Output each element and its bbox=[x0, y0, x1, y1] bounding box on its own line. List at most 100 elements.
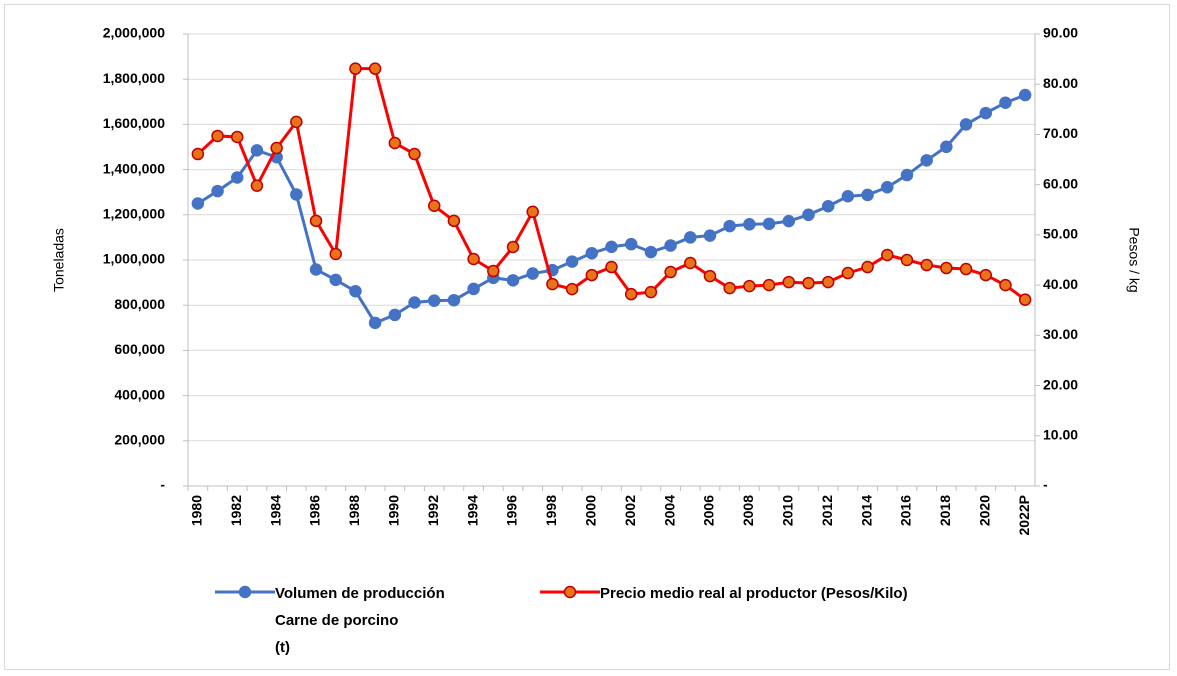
marker bbox=[565, 282, 579, 296]
marker bbox=[900, 253, 914, 267]
marker bbox=[349, 284, 362, 298]
marker bbox=[309, 214, 323, 228]
marker bbox=[900, 168, 914, 182]
marker bbox=[506, 240, 520, 254]
marker bbox=[684, 256, 697, 270]
y2-axis-label: Pesos / kg bbox=[1126, 227, 1142, 292]
y2-tick-label: 70.00 bbox=[1043, 125, 1078, 141]
marker bbox=[841, 266, 855, 280]
marker bbox=[487, 264, 500, 278]
marker bbox=[940, 140, 953, 154]
marker bbox=[565, 255, 579, 268]
y-tick-label: 1,600,000 bbox=[103, 115, 165, 131]
marker bbox=[782, 275, 796, 289]
marker bbox=[506, 274, 520, 287]
marker bbox=[723, 281, 736, 295]
marker bbox=[290, 188, 303, 201]
marker bbox=[388, 308, 402, 322]
marker bbox=[802, 208, 815, 222]
marker bbox=[329, 247, 342, 261]
marker bbox=[349, 62, 362, 75]
y-tick-label: 1,400,000 bbox=[103, 160, 165, 176]
y2-tick-label: 10.00 bbox=[1043, 426, 1078, 442]
marker bbox=[427, 199, 441, 213]
x-tick-label: 1998 bbox=[543, 495, 559, 526]
marker bbox=[290, 115, 303, 129]
marker bbox=[959, 262, 973, 276]
marker bbox=[762, 278, 776, 292]
marker bbox=[270, 141, 283, 155]
x-tick-label: 2018 bbox=[937, 495, 953, 526]
marker bbox=[644, 285, 658, 299]
marker bbox=[368, 62, 382, 75]
x-tick-label: 1984 bbox=[267, 495, 283, 526]
marker bbox=[191, 197, 205, 210]
marker bbox=[250, 144, 264, 157]
marker bbox=[861, 260, 874, 274]
marker bbox=[230, 130, 244, 144]
y2-tick-label: 50.00 bbox=[1043, 226, 1078, 242]
marker bbox=[762, 217, 776, 231]
marker bbox=[743, 279, 756, 293]
x-tick-label: 1988 bbox=[346, 495, 362, 526]
marker bbox=[1018, 293, 1032, 306]
marker bbox=[920, 258, 933, 272]
y2-tick-label: 20.00 bbox=[1043, 376, 1078, 392]
y-tick-label: 800,000 bbox=[114, 296, 165, 312]
chart-border bbox=[4, 4, 1170, 670]
marker bbox=[1018, 88, 1032, 102]
y-tick-label: 2,000,000 bbox=[103, 25, 165, 41]
x-tick-label: 2020 bbox=[976, 495, 992, 526]
legend-label: Precio medio real al productor (Pesos/Ki… bbox=[600, 585, 908, 602]
marker bbox=[605, 240, 618, 254]
marker bbox=[881, 248, 894, 262]
x-tick-label: 2006 bbox=[701, 495, 717, 526]
marker bbox=[526, 267, 539, 280]
marker bbox=[211, 129, 224, 143]
marker bbox=[644, 245, 658, 259]
marker bbox=[230, 171, 244, 184]
x-tick-label: 2012 bbox=[819, 495, 835, 526]
marker bbox=[684, 231, 697, 244]
legend-swatch bbox=[215, 585, 275, 599]
marker bbox=[408, 296, 421, 309]
marker bbox=[782, 214, 796, 228]
y-tick-label: 1,000,000 bbox=[103, 251, 165, 267]
x-tick-label: 2002 bbox=[622, 495, 638, 526]
y-tick-label: 1,800,000 bbox=[103, 70, 165, 86]
marker bbox=[624, 287, 638, 301]
marker bbox=[723, 219, 736, 233]
x-tick-label: 2016 bbox=[898, 495, 914, 526]
y-tick-label: 1,200,000 bbox=[103, 206, 165, 222]
marker bbox=[309, 263, 323, 276]
marker bbox=[703, 269, 717, 283]
marker bbox=[979, 268, 993, 282]
x-tick-label: 2000 bbox=[583, 495, 599, 526]
x-tick-label: 2008 bbox=[740, 495, 756, 526]
x-tick-label: 1982 bbox=[228, 495, 244, 526]
y2-tick-label: 30.00 bbox=[1043, 326, 1078, 342]
marker bbox=[703, 229, 717, 242]
y-tick-label: 400,000 bbox=[114, 386, 165, 402]
y2-tick-label: 80.00 bbox=[1043, 75, 1078, 91]
x-tick-label: 1994 bbox=[464, 495, 480, 526]
marker bbox=[526, 205, 539, 219]
marker bbox=[920, 154, 933, 167]
marker bbox=[999, 96, 1012, 109]
y-tick-label: 200,000 bbox=[114, 432, 165, 448]
x-tick-label: 1992 bbox=[425, 495, 441, 526]
y2-tick-label: - bbox=[1043, 477, 1048, 493]
marker bbox=[743, 218, 756, 231]
marker bbox=[447, 214, 461, 228]
marker bbox=[329, 273, 342, 287]
marker bbox=[979, 106, 993, 120]
marker bbox=[821, 275, 835, 289]
marker bbox=[959, 118, 973, 131]
marker bbox=[546, 277, 559, 291]
marker bbox=[388, 136, 402, 150]
marker bbox=[408, 147, 421, 161]
marker bbox=[368, 316, 382, 330]
legend-item: Precio medio real al productor (Pesos/Ki… bbox=[540, 584, 908, 607]
